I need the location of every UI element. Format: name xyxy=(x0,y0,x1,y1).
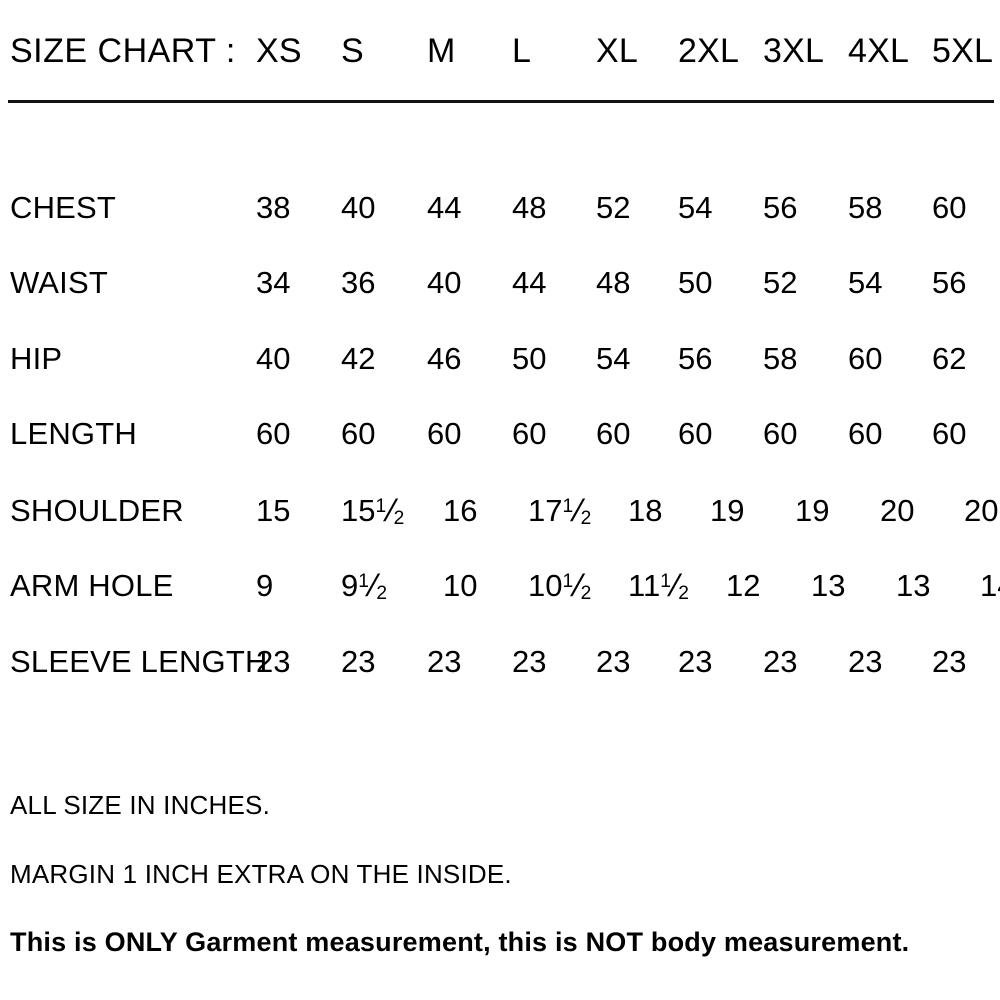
cell-waist-xl: 48 xyxy=(596,265,631,300)
cell-waist-5xl: 56 xyxy=(932,265,967,300)
page-title: SIZE CHART : xyxy=(10,32,236,70)
footer-note-3: This is ONLY Garment measurement, this i… xyxy=(10,927,910,957)
cell-arm-hole-xs: 9 xyxy=(256,568,274,603)
cell-sleeve-length-2xl: 23 xyxy=(678,644,713,679)
footer-note-1: ALL SIZE IN INCHES. xyxy=(10,790,271,820)
cell-sleeve-length-4xl: 23 xyxy=(848,644,883,679)
size-column-header-5xl: 5XL xyxy=(932,32,994,70)
size-column-header-m: M xyxy=(427,32,456,70)
row-label-hip: HIP xyxy=(10,341,63,376)
cell-length-xs: 60 xyxy=(256,416,291,451)
size-column-header-l: L xyxy=(512,32,532,70)
cell-shoulder-xs: 15 xyxy=(256,493,291,528)
cell-chest-m: 44 xyxy=(427,190,462,225)
size-column-header-4xl: 4XL xyxy=(848,32,910,70)
table-row: ARM HOLE 9 91/2 10 101/2 111/2 12 13 13 14 xyxy=(0,562,1000,610)
cell-arm-hole-m: 10 xyxy=(443,568,478,603)
table-row: CHEST 38 40 44 48 52 54 56 58 60 xyxy=(0,184,1000,232)
cell-hip-xl: 54 xyxy=(596,341,631,376)
row-label-waist: WAIST xyxy=(10,265,109,300)
header-divider-rule xyxy=(8,100,994,103)
cell-chest-4xl: 58 xyxy=(848,190,883,225)
cell-chest-xl: 52 xyxy=(596,190,631,225)
cell-hip-m: 46 xyxy=(427,341,462,376)
cell-sleeve-length-s: 23 xyxy=(341,644,376,679)
size-column-header-s: S xyxy=(341,32,364,70)
cell-waist-2xl: 50 xyxy=(678,265,713,300)
cell-shoulder-2xl: 19 xyxy=(710,493,745,528)
cell-hip-xs: 40 xyxy=(256,341,291,376)
cell-chest-2xl: 54 xyxy=(678,190,713,225)
cell-shoulder-xl: 18 xyxy=(628,493,663,528)
cell-arm-hole-4xl: 13 xyxy=(896,568,931,603)
cell-arm-hole-2xl: 12 xyxy=(726,568,761,603)
row-label-arm-hole: ARM HOLE xyxy=(10,568,174,603)
cell-sleeve-length-xl: 23 xyxy=(596,644,631,679)
row-label-chest: CHEST xyxy=(10,190,117,225)
cell-arm-hole-3xl: 13 xyxy=(811,568,846,603)
cell-chest-s: 40 xyxy=(341,190,376,225)
table-row: LENGTH 60 60 60 60 60 60 60 60 60 xyxy=(0,410,1000,458)
table-row: HIP 40 42 46 50 54 56 58 60 62 xyxy=(0,335,1000,383)
cell-chest-3xl: 56 xyxy=(763,190,798,225)
cell-sleeve-length-3xl: 23 xyxy=(763,644,798,679)
cell-sleeve-length-5xl: 23 xyxy=(932,644,967,679)
cell-shoulder-s: 151/2 xyxy=(341,493,405,530)
table-row: SLEEVE LENGTH 23 23 23 23 23 23 23 23 23 xyxy=(0,638,1000,686)
cell-sleeve-length-m: 23 xyxy=(427,644,462,679)
cell-hip-l: 50 xyxy=(512,341,547,376)
cell-waist-xs: 34 xyxy=(256,265,291,300)
cell-sleeve-length-xs: 23 xyxy=(256,644,291,679)
cell-shoulder-5xl: 20 xyxy=(964,493,999,528)
size-column-header-xs: XS xyxy=(256,32,302,70)
cell-hip-4xl: 60 xyxy=(848,341,883,376)
cell-hip-s: 42 xyxy=(341,341,376,376)
cell-arm-hole-5xl: 14 xyxy=(980,568,1000,603)
cell-length-s: 60 xyxy=(341,416,376,451)
table-row: WAIST 34 36 40 44 48 50 52 54 56 xyxy=(0,259,1000,307)
cell-hip-5xl: 62 xyxy=(932,341,967,376)
cell-length-4xl: 60 xyxy=(848,416,883,451)
size-chart-header-row: SIZE CHART : XS S M L XL 2XL 3XL 4XL 5XL xyxy=(0,26,1000,76)
cell-shoulder-4xl: 20 xyxy=(880,493,915,528)
cell-length-m: 60 xyxy=(427,416,462,451)
cell-chest-l: 48 xyxy=(512,190,547,225)
cell-length-l: 60 xyxy=(512,416,547,451)
footer-note-2: MARGIN 1 INCH EXTRA ON THE INSIDE. xyxy=(10,859,512,889)
table-row: SHOULDER 15 151/2 16 171/2 18 19 19 20 20 xyxy=(0,487,1000,535)
cell-hip-2xl: 56 xyxy=(678,341,713,376)
cell-waist-4xl: 54 xyxy=(848,265,883,300)
cell-arm-hole-xl: 111/2 xyxy=(628,568,689,605)
size-column-header-xl: XL xyxy=(596,32,638,70)
cell-waist-3xl: 52 xyxy=(763,265,798,300)
cell-shoulder-m: 16 xyxy=(443,493,478,528)
cell-chest-xs: 38 xyxy=(256,190,291,225)
size-column-header-2xl: 2XL xyxy=(678,32,740,70)
cell-chest-5xl: 60 xyxy=(932,190,967,225)
cell-arm-hole-l: 101/2 xyxy=(528,568,592,605)
cell-arm-hole-s: 91/2 xyxy=(341,568,388,605)
cell-shoulder-l: 171/2 xyxy=(528,493,592,530)
row-label-shoulder: SHOULDER xyxy=(10,493,184,528)
cell-shoulder-3xl: 19 xyxy=(795,493,830,528)
cell-waist-s: 36 xyxy=(341,265,376,300)
cell-length-3xl: 60 xyxy=(763,416,798,451)
cell-waist-m: 40 xyxy=(427,265,462,300)
cell-waist-l: 44 xyxy=(512,265,547,300)
size-column-header-3xl: 3XL xyxy=(763,32,825,70)
cell-length-5xl: 60 xyxy=(932,416,967,451)
row-label-length: LENGTH xyxy=(10,416,137,451)
row-label-sleeve-length: SLEEVE LENGTH xyxy=(10,644,268,679)
cell-length-2xl: 60 xyxy=(678,416,713,451)
cell-length-xl: 60 xyxy=(596,416,631,451)
cell-sleeve-length-l: 23 xyxy=(512,644,547,679)
cell-hip-3xl: 58 xyxy=(763,341,798,376)
